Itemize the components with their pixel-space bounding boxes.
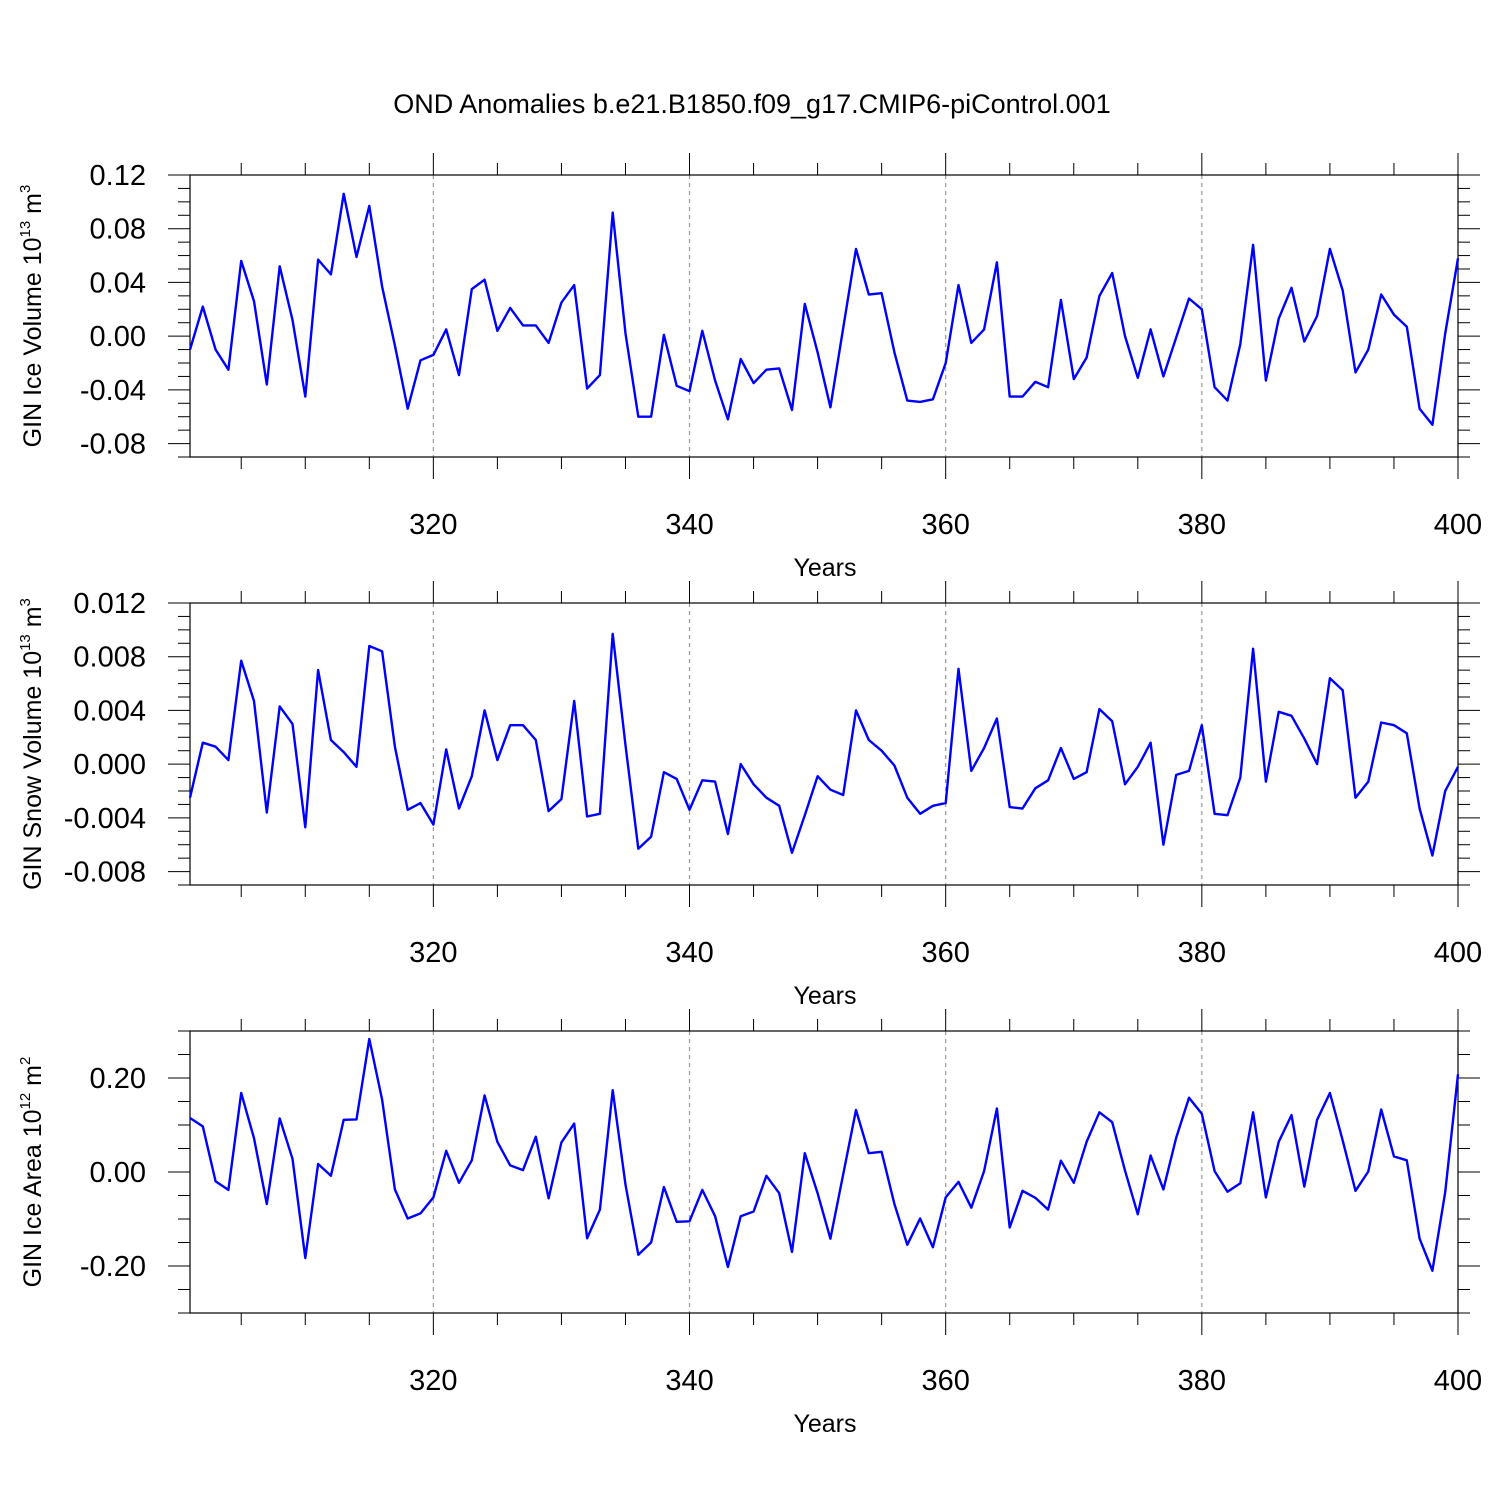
x-tick-label: 360 (921, 509, 969, 541)
y-tick-label: 0.20 (90, 1063, 146, 1095)
x-tick-label: 320 (409, 937, 457, 969)
x-tick-label: 340 (665, 1365, 713, 1397)
y-tick-label: 0.004 (73, 695, 146, 727)
y-tick-label: 0.000 (73, 749, 146, 781)
y-tick-label: 0.012 (73, 588, 146, 620)
chart-title: OND Anomalies b.e21.B1850.f09_g17.CMIP6-… (393, 89, 1110, 119)
y-tick-label: -0.004 (64, 803, 146, 835)
y-tick-label: -0.08 (80, 429, 146, 461)
y-tick-label: 0.00 (90, 1157, 146, 1189)
x-tick-label: 320 (409, 1365, 457, 1397)
y-tick-label: 0.12 (90, 160, 146, 192)
y-tick-label: -0.20 (80, 1251, 146, 1283)
x-tick-label: 400 (1434, 509, 1482, 541)
x-tick-label: 400 (1434, 937, 1482, 969)
y-axis-label: GIN Ice Area 1012 m2 (17, 1057, 47, 1288)
plot-frame (189, 174, 1459, 458)
x-tick-label: 400 (1434, 1365, 1482, 1397)
x-tick-label: 340 (665, 937, 713, 969)
x-tick-label: 380 (1178, 509, 1226, 541)
x-axis-label: Years (793, 554, 856, 582)
x-tick-label: 340 (665, 509, 713, 541)
x-tick-label: 360 (921, 1365, 969, 1397)
x-tick-label: 380 (1178, 937, 1226, 969)
y-tick-label: -0.008 (64, 857, 146, 889)
x-tick-label: 380 (1178, 1365, 1226, 1397)
y-tick-label: 0.08 (90, 214, 146, 246)
x-tick-label: 360 (921, 937, 969, 969)
y-axis-label: GIN Ice Volume 1013 m3 (17, 185, 47, 448)
y-tick-label: 0.008 (73, 642, 146, 674)
series-line (189, 1037, 1460, 1272)
plot-frame (189, 602, 1459, 886)
y-tick-label: 0.04 (90, 267, 146, 299)
y-tick-label: -0.04 (80, 375, 146, 407)
plot-frame (189, 1030, 1459, 1314)
panel-ice-volume: -0.08 -0.04 0.00 0.04 0.08 0.12 320 340 360 380 40… (17, 153, 1482, 582)
panel-snow-volume: -0.008 -0.004 0.000 0.004 0.008 0.012 320 340 36… (17, 581, 1482, 1010)
panel-ice-area: -0.20 0.00 0.20 320 340 360 380 400 Years GIN Ice… (17, 1009, 1482, 1438)
series-line (188, 192, 1460, 426)
x-tick-label: 320 (409, 509, 457, 541)
y-axis-label: GIN Snow Volume 1013 m3 (17, 598, 47, 890)
series-line (188, 632, 1460, 857)
x-axis-label: Years (793, 1410, 856, 1438)
x-axis-label: Years (793, 982, 856, 1010)
y-tick-label: 0.00 (90, 321, 146, 353)
